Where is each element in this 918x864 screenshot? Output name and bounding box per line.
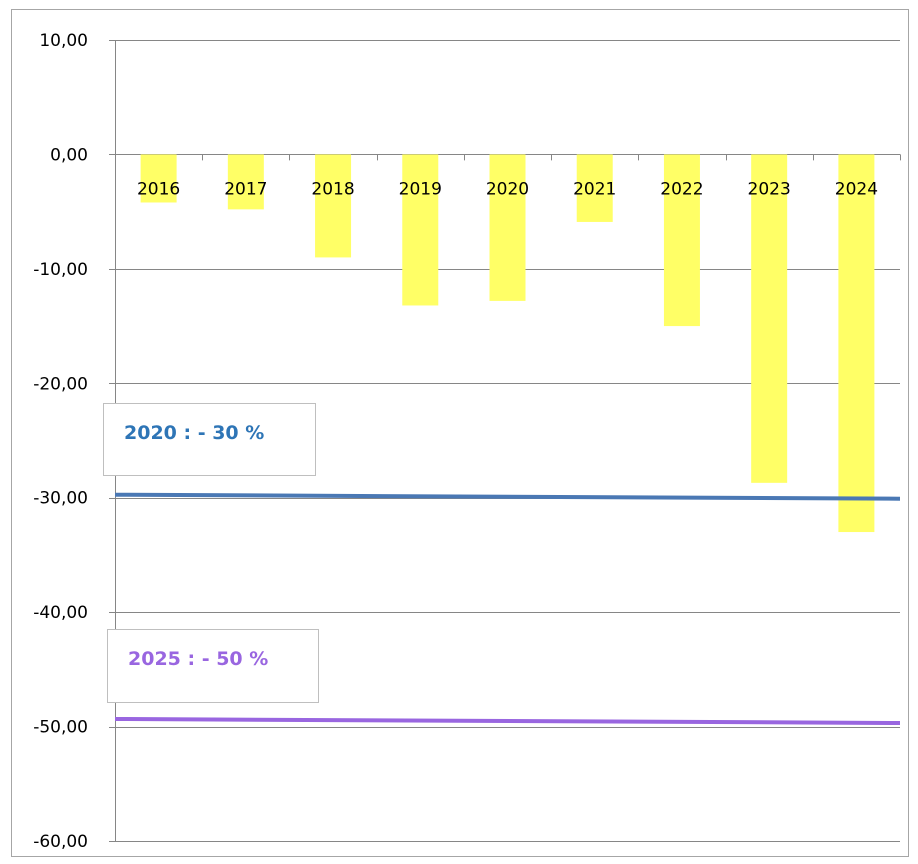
reference-line-2 — [114, 716, 901, 725]
category-labels: 2016 2017 2018 2019 2020 2021 2022 2023 2024 — [137, 179, 878, 199]
annotation-box — [103, 403, 316, 476]
category-label: 2017 — [224, 179, 267, 199]
y-tick-label: 10,00 — [39, 31, 88, 51]
y-tick-label: -40,00 — [33, 603, 88, 623]
annotation-text: 2020 : - 30 % — [124, 422, 264, 444]
category-label: 2019 — [399, 179, 442, 199]
y-tick-label: -10,00 — [33, 260, 88, 280]
bar-2020 — [489, 154, 526, 301]
reference-line-1 — [114, 492, 901, 501]
category-label: 2024 — [835, 179, 878, 199]
category-label: 2016 — [137, 179, 180, 199]
category-label: 2020 — [486, 179, 529, 199]
bar-2022 — [663, 154, 700, 327]
annotation-text: 2025 : - 50 % — [128, 648, 268, 670]
category-label: 2022 — [660, 179, 703, 199]
annotations: 2020 : - 30 % 2025 : - 50 % — [103, 403, 319, 703]
bar-2019 — [402, 154, 439, 306]
y-tick-label: -60,00 — [33, 832, 88, 852]
bar-layer — [140, 154, 875, 533]
y-tick-label: -30,00 — [33, 489, 88, 509]
reference-label-box-2: 2025 : - 50 % — [107, 629, 319, 703]
y-tick-labels: 10,00 0,00 -10,00 -20,00 -30,00 -40,00 -50,00 -… — [33, 31, 88, 852]
reference-lines — [114, 492, 901, 725]
bar-2021 — [576, 154, 613, 222]
bar-2024 — [838, 154, 875, 533]
bar-2017 — [227, 154, 264, 210]
reference-label-box-1: 2020 : - 30 % — [103, 403, 316, 476]
category-label: 2021 — [573, 179, 616, 199]
y-tick-label: 0,00 — [50, 145, 88, 165]
category-label: 2018 — [311, 179, 354, 199]
bar-2018 — [315, 154, 352, 258]
bar-2023 — [751, 154, 788, 483]
annotation-box — [107, 629, 319, 703]
bar-2016 — [140, 154, 177, 203]
category-label: 2023 — [748, 179, 791, 199]
y-tick-label: -50,00 — [33, 718, 88, 738]
y-tick-label: -20,00 — [33, 374, 88, 394]
